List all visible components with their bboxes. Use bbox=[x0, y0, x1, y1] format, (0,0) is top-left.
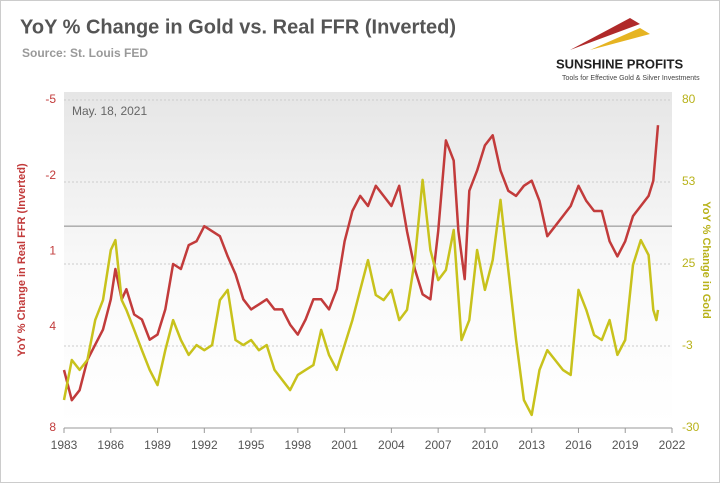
y2-axis-label: YoY % Change in Gold bbox=[700, 201, 712, 319]
series-line bbox=[62, 178, 660, 417]
y2-tick-label: -30 bbox=[682, 420, 700, 434]
x-tick-label: 2022 bbox=[659, 438, 686, 452]
x-tick-label: 1998 bbox=[284, 438, 311, 452]
y-tick-label: 1 bbox=[49, 244, 56, 258]
y2-tick-label: -3 bbox=[682, 338, 693, 352]
y2-tick-label: 53 bbox=[682, 174, 696, 188]
x-tick-label: 1983 bbox=[51, 438, 78, 452]
y-tick-label: 8 bbox=[49, 420, 56, 434]
x-tick-label: 2004 bbox=[378, 438, 405, 452]
chart-subtitle: Source: St. Louis FED bbox=[22, 46, 148, 60]
tagline: Tools for Effective Gold & Silver Invest… bbox=[562, 75, 700, 82]
logo-mark bbox=[570, 18, 640, 50]
x-tick-label: 1995 bbox=[238, 438, 265, 452]
chart-title: YoY % Change in Gold vs. Real FFR (Inver… bbox=[20, 16, 456, 38]
x-tick-label: 2013 bbox=[518, 438, 545, 452]
x-tick-label: 2019 bbox=[612, 438, 639, 452]
x-tick-label: 2016 bbox=[565, 438, 592, 452]
x-tick-label: 1992 bbox=[191, 438, 218, 452]
series-line bbox=[62, 125, 660, 402]
y-tick-label: 4 bbox=[49, 319, 56, 333]
x-tick-label: 2010 bbox=[472, 438, 499, 452]
x-tick-label: 2001 bbox=[331, 438, 358, 452]
y-tick-label: -5 bbox=[45, 92, 56, 106]
y2-tick-label: 80 bbox=[682, 92, 696, 106]
logo-mark bbox=[590, 28, 650, 50]
y-axis-label: YoY % Change in Real FFR (Inverted) bbox=[16, 163, 28, 357]
annotation: May. 18, 2021 bbox=[72, 104, 147, 118]
x-tick-label: 1986 bbox=[97, 438, 124, 452]
x-tick-label: 2007 bbox=[425, 438, 452, 452]
x-tick-label: 1989 bbox=[144, 438, 171, 452]
y-tick-label: -2 bbox=[45, 168, 56, 182]
y2-tick-label: 25 bbox=[682, 256, 696, 270]
brand: SUNSHINE PROFITS bbox=[556, 56, 683, 71]
